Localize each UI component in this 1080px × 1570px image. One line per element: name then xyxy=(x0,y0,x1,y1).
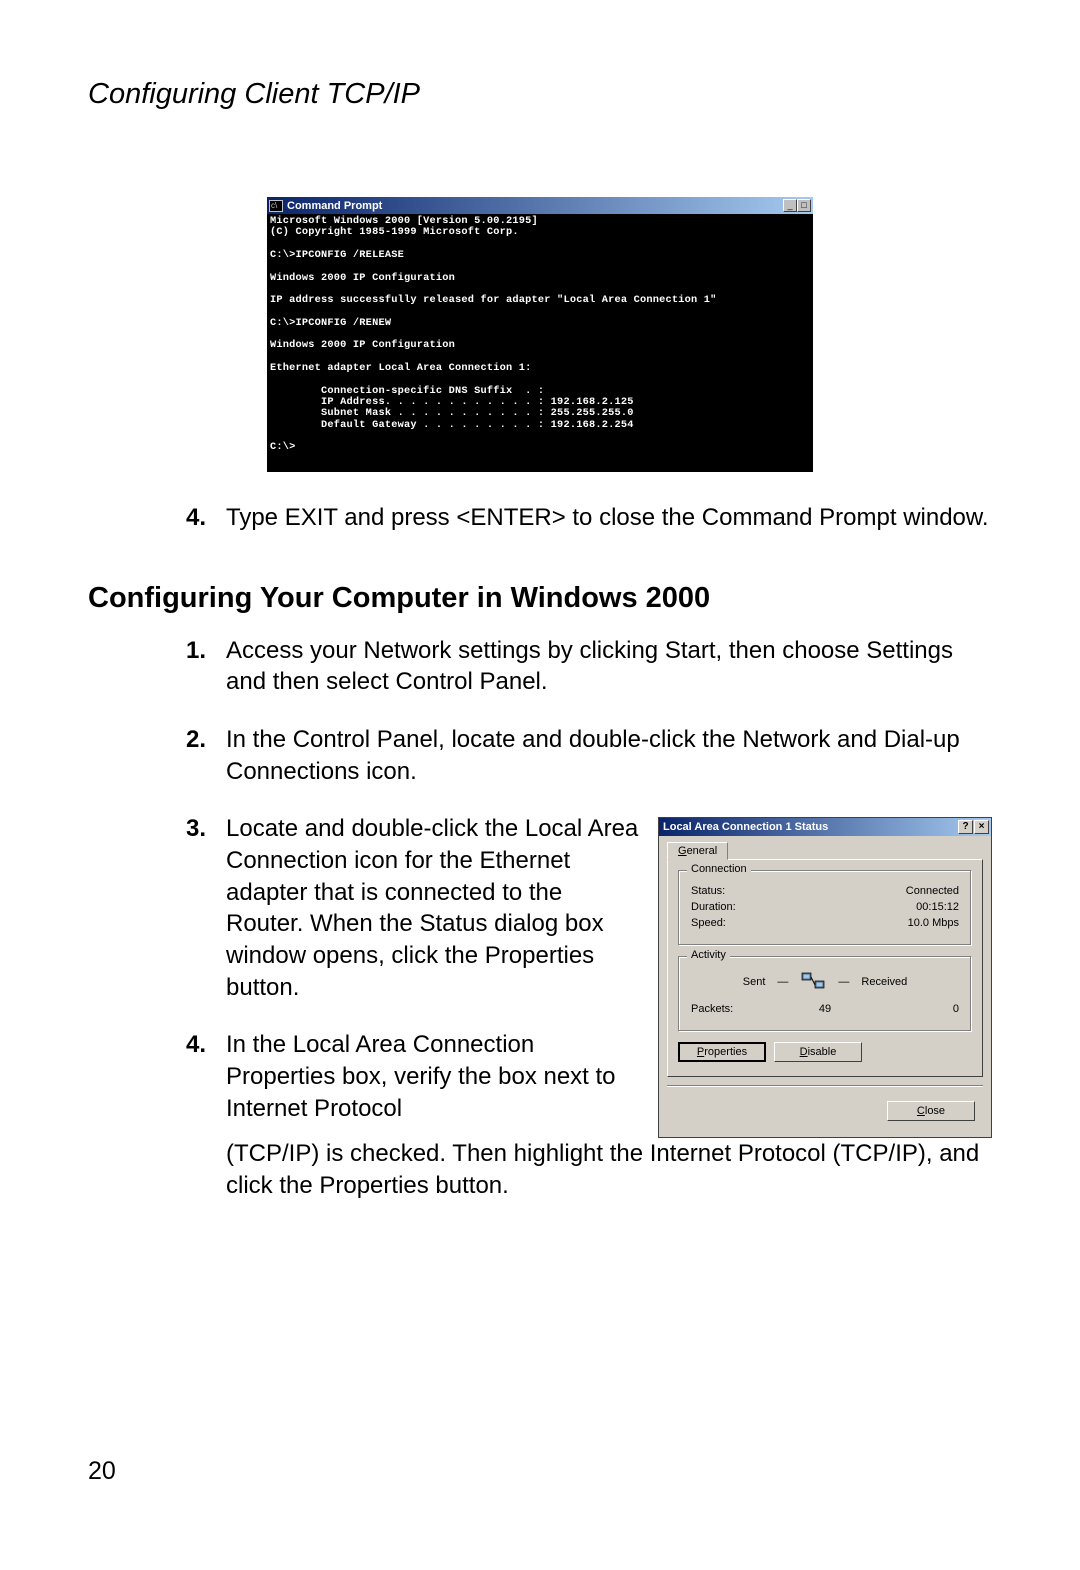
instruction-text: In the Control Panel, locate and double-… xyxy=(226,724,992,787)
separator xyxy=(667,1085,983,1087)
instruction-number: 3. xyxy=(186,813,226,1003)
instruction-item: 2. In the Control Panel, locate and doub… xyxy=(186,724,992,787)
status-value: Connected xyxy=(906,885,959,897)
instruction-item: 1. Access your Network settings by click… xyxy=(186,635,992,698)
dialog-titlebar: Local Area Connection 1 Status ? × xyxy=(659,818,991,836)
page-number: 20 xyxy=(88,1457,116,1486)
instruction-number: 4. xyxy=(186,1029,226,1124)
help-button[interactable]: ? xyxy=(958,820,973,834)
cmd-titlebar: c\ Command Prompt _ □ xyxy=(267,197,813,214)
dialog-title: Local Area Connection 1 Status xyxy=(663,821,957,833)
instruction-item: 4. Type EXIT and press <ENTER> to close … xyxy=(186,502,992,534)
section-heading: Configuring Your Computer in Windows 200… xyxy=(88,582,992,615)
dash: — xyxy=(777,976,788,988)
maximize-button[interactable]: □ xyxy=(797,199,811,212)
sent-label: Sent xyxy=(743,976,766,988)
instruction-number: 4. xyxy=(186,502,226,534)
instruction-text: (TCP/IP) is checked. Then highlight the … xyxy=(226,1138,992,1201)
status-row: Status: Connected xyxy=(691,885,959,897)
group-title: Activity xyxy=(687,949,730,961)
speed-value: 10.0 Mbps xyxy=(908,917,959,929)
network-icon xyxy=(800,971,826,993)
packets-sent: 49 xyxy=(819,1003,831,1015)
instruction-item: 3. Locate and double-click the Local Are… xyxy=(186,813,642,1003)
dash: — xyxy=(838,976,849,988)
instruction-text: Type EXIT and press <ENTER> to close the… xyxy=(226,502,992,534)
status-label: Status: xyxy=(691,885,725,897)
instruction-number-spacer xyxy=(186,1138,226,1201)
cmd-output: Microsoft Windows 2000 [Version 5.00.219… xyxy=(267,214,813,472)
dialog-body: General Connection Status: Connected Dur… xyxy=(659,836,991,1137)
status-dialog-screenshot: Local Area Connection 1 Status ? × Gener… xyxy=(658,817,992,1138)
packets-row: Packets: 49 0 xyxy=(691,1003,959,1015)
speed-label: Speed: xyxy=(691,917,726,929)
close-button[interactable]: × xyxy=(974,820,989,834)
packets-label: Packets: xyxy=(691,1003,733,1015)
dialog-button-row: Properties Disable xyxy=(678,1042,972,1062)
group-title: Connection xyxy=(687,863,751,875)
close-dialog-button[interactable]: Close xyxy=(887,1101,975,1121)
instruction-number: 1. xyxy=(186,635,226,698)
cmd-window-buttons: _ □ xyxy=(783,199,811,212)
tab-general[interactable]: General xyxy=(667,842,728,860)
cmd-icon: c\ xyxy=(269,200,283,212)
instruction-number: 2. xyxy=(186,724,226,787)
command-prompt-screenshot: c\ Command Prompt _ □ Microsoft Windows … xyxy=(267,197,813,472)
connection-group: Connection Status: Connected Duration: 0… xyxy=(678,870,972,946)
packets-received: 0 xyxy=(953,1003,959,1015)
duration-label: Duration: xyxy=(691,901,736,913)
row-with-dialog: 3. Locate and double-click the Local Are… xyxy=(186,813,992,1138)
minimize-button[interactable]: _ xyxy=(783,199,797,212)
instruction-text: In the Local Area Connection Properties … xyxy=(226,1029,642,1124)
instruction-text: Access your Network settings by clicking… xyxy=(226,635,992,698)
instruction-continuation: (TCP/IP) is checked. Then highlight the … xyxy=(186,1138,992,1201)
tab-label: General xyxy=(678,845,717,857)
duration-value: 00:15:12 xyxy=(916,901,959,913)
dialog-footer: Close xyxy=(667,1101,983,1129)
properties-button[interactable]: Properties xyxy=(678,1042,766,1062)
instruction-item: 4. In the Local Area Connection Properti… xyxy=(186,1029,642,1124)
tab-panel: Connection Status: Connected Duration: 0… xyxy=(667,859,983,1077)
instruction-text: Locate and double-click the Local Area C… xyxy=(226,813,642,1003)
disable-button[interactable]: Disable xyxy=(774,1042,862,1062)
page-header-title: Configuring Client TCP/IP xyxy=(88,78,992,111)
speed-row: Speed: 10.0 Mbps xyxy=(691,917,959,929)
left-text-column: 3. Locate and double-click the Local Are… xyxy=(186,813,642,1124)
duration-row: Duration: 00:15:12 xyxy=(691,901,959,913)
document-page: Configuring Client TCP/IP c\ Command Pro… xyxy=(0,0,1080,1570)
activity-header: Sent — — xyxy=(691,971,959,993)
activity-group: Activity Sent — xyxy=(678,956,972,1032)
cmd-title-text: Command Prompt xyxy=(287,200,783,212)
received-label: Received xyxy=(861,976,907,988)
